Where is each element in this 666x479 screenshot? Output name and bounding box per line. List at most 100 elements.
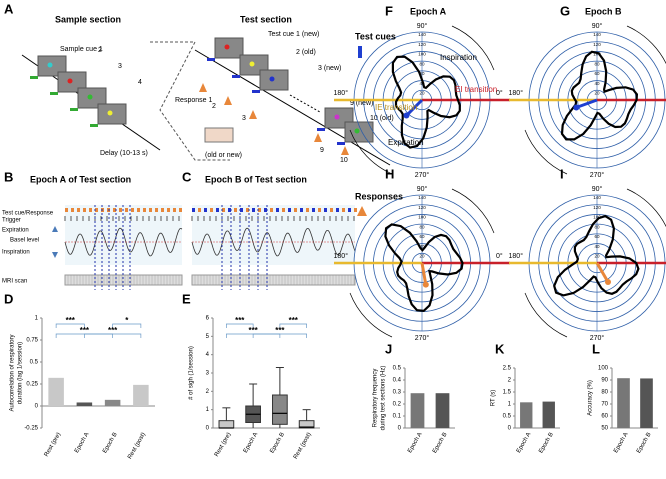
direction-arc (451, 25, 495, 71)
section-title: Sample section (55, 14, 121, 24)
y-tick-label: 0 (398, 426, 402, 432)
cue-label: 2 (98, 47, 102, 54)
cue-dot (269, 76, 275, 82)
row-label: Expiration (2, 228, 29, 234)
y-tick-label: 1 (508, 402, 512, 408)
box (272, 394, 288, 425)
y-tick-label: 100 (598, 366, 609, 372)
y-tick-label: 2 (508, 378, 512, 384)
cue-tick (173, 208, 176, 212)
angle-label: 0° (496, 89, 503, 97)
mean-arrow (595, 262, 610, 283)
cue-tick (65, 208, 68, 212)
response-marker (341, 146, 349, 155)
y-tick-label: 0 (35, 404, 39, 410)
y-tick-label: 0.5 (30, 360, 39, 366)
cue-tick (246, 208, 249, 212)
panel-letter: C (182, 169, 192, 184)
significance-bracket (279, 323, 307, 328)
cue-label: Sample cue 1 (60, 46, 103, 53)
y-tick-label: 5 (206, 334, 210, 340)
delay-label: Delay (10-13 s) (100, 150, 148, 157)
x-tick-label: Rest (post) (293, 432, 313, 460)
cue-tick (179, 208, 182, 212)
direction-arc (626, 25, 666, 65)
angle-label: 180° (334, 89, 349, 97)
response-marker (249, 110, 257, 119)
y-tick-label: 0.1 (393, 414, 402, 420)
x-tick-label: Epoch B (538, 432, 555, 455)
panel-letter: H (385, 166, 394, 181)
x-tick-label: Rest (pre) (214, 432, 233, 458)
direction-arc (349, 292, 393, 338)
cue-label: 3 (118, 63, 122, 70)
y-axis-label: duration (lag 1/session) (18, 342, 24, 404)
cue-tick (83, 208, 86, 212)
direction-arc (524, 292, 568, 338)
direction-arc (626, 188, 666, 228)
x-tick-label: Epoch B (432, 432, 449, 455)
legend-label: Test cues (355, 31, 396, 41)
arrow-head (573, 104, 580, 111)
panel-title: Epoch A of Test section (30, 174, 131, 184)
y-tick-label: 60 (601, 414, 608, 420)
cue-tick (131, 208, 134, 212)
bar (76, 402, 93, 406)
button-box (204, 127, 234, 143)
cue-dot (334, 114, 340, 120)
mean-arrow (420, 262, 428, 285)
cue-tick (143, 208, 146, 212)
cue-tick (216, 208, 219, 212)
cue-marker (317, 128, 325, 131)
y-tick-label: 0.5 (393, 366, 402, 372)
arrow-up (52, 226, 58, 232)
significance: *** (108, 326, 118, 335)
y-axis-label: Accuracy (%) (588, 380, 594, 416)
significance: *** (66, 316, 76, 325)
response-marker (199, 83, 207, 92)
box (218, 420, 235, 429)
cue-tick (306, 208, 309, 212)
y-tick-label: 70 (601, 402, 608, 408)
response-label: 10 (340, 157, 348, 164)
y-axis-label: # of sigh (1/session) (189, 346, 195, 400)
dashed-link (150, 41, 230, 161)
arrow-down (52, 252, 58, 258)
cue-label: 4 (138, 79, 142, 86)
significance: *** (275, 326, 285, 335)
angle-label: 270° (415, 171, 430, 179)
y-tick-label: -0.25 (24, 426, 38, 432)
cue-tick (95, 208, 98, 212)
arrow-head (403, 112, 410, 119)
response-label: Response 1 (175, 97, 212, 104)
angle-label: 0° (496, 252, 503, 260)
row-label: Trigger (2, 218, 21, 224)
cue-tick (222, 208, 225, 212)
y-tick-label: 2 (206, 389, 210, 395)
y-tick-label: 0 (206, 426, 210, 432)
panel-letter: F (385, 3, 393, 18)
cue-tick (342, 208, 345, 212)
cue-tick (330, 208, 333, 212)
x-tick-label: Epoch A (407, 432, 423, 454)
panel-letter: E (182, 291, 191, 306)
y-tick-label: 0.4 (393, 378, 402, 384)
y-axis-label: Respiratory frequency (373, 369, 379, 428)
panel-letter: D (4, 291, 13, 306)
cue-label: 2 (old) (296, 49, 316, 56)
significance: *** (289, 316, 299, 325)
cue-tick (167, 208, 170, 212)
cue-tick (312, 208, 315, 212)
dotted-gap (289, 94, 321, 113)
cue-tick (155, 208, 158, 212)
box (298, 420, 315, 429)
cue-tick (192, 208, 195, 212)
cue-tick (71, 208, 74, 212)
cue-tick (228, 208, 231, 212)
cue-tick (198, 208, 201, 212)
bar (410, 393, 425, 428)
angle-label: 180° (509, 252, 524, 260)
respiration-trace (191, 227, 356, 257)
y-tick-label: 0.5 (503, 414, 512, 420)
